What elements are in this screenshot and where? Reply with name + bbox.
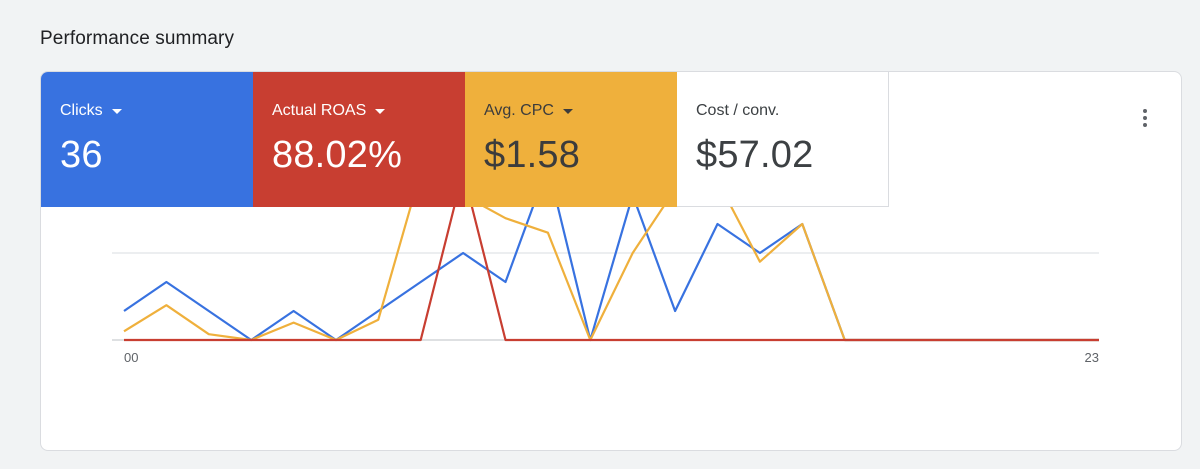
metric-label-text: Actual ROAS	[272, 102, 367, 119]
series-line-2	[124, 207, 1099, 342]
section-title: Performance summary	[40, 28, 235, 49]
metric-tiles: Clicks 36 Actual ROAS 88.02% Avg. CPC $1…	[41, 72, 889, 207]
dropdown-caret-icon[interactable]	[111, 109, 122, 114]
performance-card: Clicks 36 Actual ROAS 88.02% Avg. CPC $1…	[40, 71, 1182, 451]
more-vert-icon[interactable]	[1129, 102, 1161, 134]
metric-value-avg-cpc: $1.58	[484, 134, 581, 176]
metric-value-actual-roas: 88.02%	[272, 134, 403, 176]
metric-label-text: Clicks	[60, 102, 103, 119]
metric-value-clicks: 36	[60, 134, 103, 176]
metric-tile-cost-per-conv[interactable]: Cost / conv. $57.02	[677, 72, 889, 207]
x-axis-tick-label: 23	[1085, 350, 1099, 365]
menu-dot	[1143, 109, 1147, 113]
series-line-0	[123, 207, 1099, 342]
dropdown-caret-icon[interactable]	[562, 109, 573, 114]
metric-tile-actual-roas[interactable]: Actual ROAS 88.02%	[253, 72, 465, 207]
dropdown-caret-icon[interactable]	[375, 109, 386, 114]
metric-label-cost-per-conv[interactable]: Cost / conv.	[696, 102, 779, 120]
metric-label-text: Avg. CPC	[484, 102, 554, 119]
menu-dot	[1143, 123, 1147, 127]
metric-label-clicks[interactable]: Clicks	[60, 102, 122, 120]
metric-label-avg-cpc[interactable]: Avg. CPC	[484, 102, 573, 120]
series-line-1	[123, 207, 1099, 342]
metric-value-cost-per-conv: $57.02	[696, 134, 814, 176]
metric-tile-avg-cpc[interactable]: Avg. CPC $1.58	[465, 72, 677, 207]
metric-label-actual-roas[interactable]: Actual ROAS	[272, 102, 386, 120]
chart-gridlines	[112, 252, 1099, 341]
metric-tile-clicks[interactable]: Clicks 36	[41, 72, 253, 207]
performance-line-chart: 00 23	[112, 207, 1099, 365]
chart-series	[123, 207, 1099, 342]
x-axis-tick-label: 00	[124, 350, 138, 365]
menu-dot	[1143, 116, 1147, 120]
metric-label-text: Cost / conv.	[696, 102, 780, 119]
